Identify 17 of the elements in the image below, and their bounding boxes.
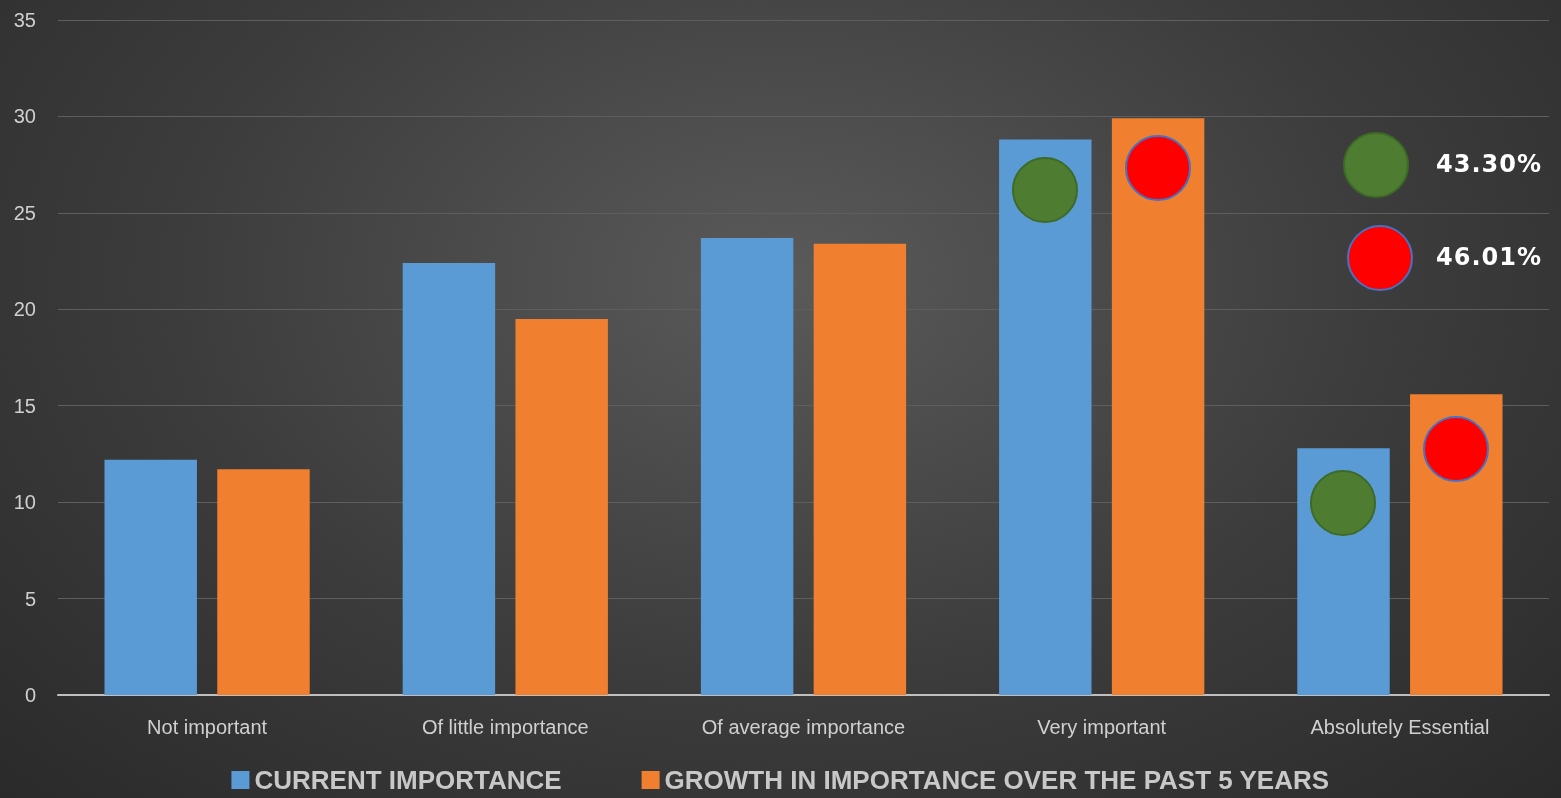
y-tick-label: 10: [13, 491, 36, 514]
y-tick-label: 35: [13, 9, 36, 31]
x-tick-label: Not important: [147, 716, 268, 738]
x-tick-label: Absolutely Essential: [1310, 716, 1490, 738]
x-tick-label: Of average importance: [701, 716, 906, 738]
y-tick-label: 25: [13, 201, 36, 224]
y-tick-label: 15: [13, 394, 36, 417]
y-tick-label: 5: [24, 587, 36, 610]
annotation: 46.01%: [1436, 243, 1542, 271]
x-tick-label: Of little importance: [421, 716, 589, 738]
legend-label: CURRENT IMPORTANCE: [254, 765, 562, 795]
x-tick-label: Very important: [1037, 716, 1167, 738]
annotation: 43.30%: [1436, 150, 1542, 178]
y-tick-label: 20: [13, 298, 36, 321]
y-tick-label: 30: [13, 105, 36, 128]
y-tick-label: 0: [24, 684, 36, 706]
legend-label: GROWTH IN IMPORTANCE OVER THE PAST 5 YEARS: [664, 765, 1330, 795]
